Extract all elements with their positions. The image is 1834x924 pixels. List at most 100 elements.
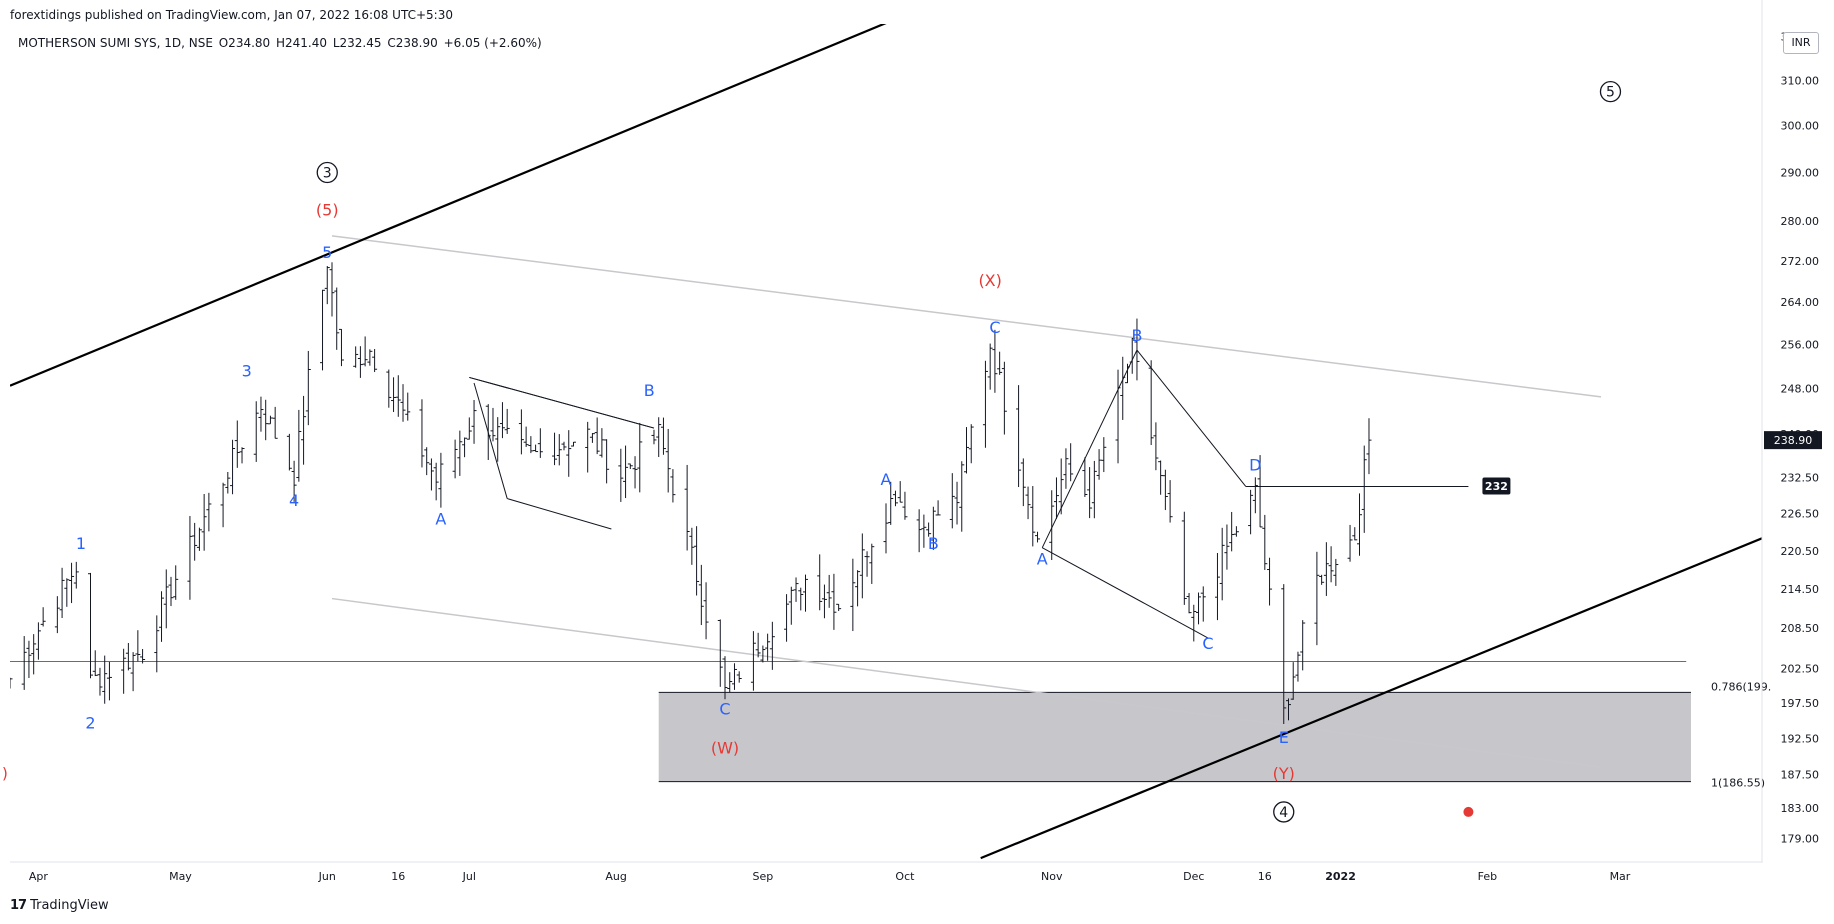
y-tick-label: 214.50 <box>1781 583 1820 596</box>
ohlc-bar <box>64 578 70 607</box>
ohlc-bar <box>859 533 865 599</box>
ohlc-bar <box>400 384 406 422</box>
x-tick-label: Apr <box>29 870 49 883</box>
y-tick-label: 264.00 <box>1781 296 1820 309</box>
trendline-black-lower <box>980 537 1762 860</box>
tradingview-logo-icon: 𝟭𝟳 <box>10 898 27 913</box>
ohlc-bar <box>286 433 292 471</box>
ohlc-bar <box>372 349 378 373</box>
ohlc-bar <box>92 650 98 677</box>
ohlc-bar <box>798 587 804 611</box>
ohlc-bar <box>926 522 932 537</box>
ohlc-bar <box>405 392 411 421</box>
ohlc-bar <box>769 621 775 670</box>
ohlc-bar <box>1162 469 1168 511</box>
ohlc-bar <box>585 421 591 473</box>
ohlc-bar <box>935 500 941 516</box>
ohlc-bar <box>637 422 643 493</box>
ohlc-bar <box>566 430 572 477</box>
y-tick-label: 187.50 <box>1781 769 1820 782</box>
ohlc-open: O234.80 <box>218 36 271 50</box>
ohlc-bar <box>1267 557 1273 606</box>
ohlc-bar <box>31 634 37 675</box>
ohlc-bar <box>329 262 335 317</box>
ohlc-bar <box>21 636 27 690</box>
x-tick-label: Dec <box>1183 870 1204 883</box>
ohlc-bar <box>73 561 79 589</box>
ohlc-bar <box>69 562 75 604</box>
wave-label-red: (Y) <box>1273 764 1295 783</box>
ohlc-bar <box>850 558 856 632</box>
ohlc-bar <box>102 655 108 704</box>
ohlc-close: C238.90 <box>387 36 438 50</box>
x-tick-label: May <box>169 870 192 883</box>
ohlc-bar <box>135 630 141 662</box>
ohlc-bar <box>1053 477 1059 519</box>
wave-label-blue-B: B <box>928 534 939 553</box>
ohlc-bar <box>1096 449 1102 480</box>
circled-wave-marker <box>1599 80 1622 103</box>
ohlc-bar <box>424 447 430 476</box>
ohlc-bar <box>803 574 809 612</box>
ohlc-bar <box>395 375 401 417</box>
level-label-232: 232 <box>1485 480 1508 493</box>
ohlc-bar <box>1030 486 1036 547</box>
ohlc-bar <box>784 594 790 642</box>
symbol-name: MOTHERSON SUMI SYS, 1D, NSE <box>18 36 213 50</box>
ohlc-bar <box>466 417 472 440</box>
ohlc-bar <box>253 401 259 462</box>
ohlc-bar <box>817 554 823 611</box>
ohlc-bar <box>589 433 595 443</box>
ohlc-bar <box>855 570 861 607</box>
ohlc-bar <box>618 448 624 502</box>
x-tick-label: Mar <box>1610 870 1631 883</box>
ohlc-bar <box>163 569 169 629</box>
ohlc-bar <box>59 567 65 619</box>
wave-label-blue-C: C <box>719 699 730 718</box>
ohlc-bar <box>35 622 41 660</box>
x-tick-label: Aug <box>605 870 626 883</box>
ohlc-bar <box>793 577 799 602</box>
x-tick-label: 16 <box>391 870 405 883</box>
currency-badge[interactable]: INR <box>1783 32 1819 54</box>
ohlc-bar <box>902 491 908 520</box>
ohlc-bar <box>665 428 671 493</box>
ohlc-bar <box>518 409 524 455</box>
ohlc-bar <box>220 482 226 528</box>
y-tick-label: 272.00 <box>1781 255 1820 268</box>
channel-line-grey-lower <box>331 597 1602 769</box>
tradingview-wordmark: TradingView <box>30 898 109 913</box>
ohlc-bar <box>1115 369 1121 464</box>
ohlc-bar <box>717 619 723 687</box>
ohlc-bar <box>968 424 974 464</box>
ohlc-bar <box>1290 662 1296 700</box>
ohlc-bar <box>949 473 955 529</box>
ohlc-bar <box>428 458 434 491</box>
wave-label-blue-C: C <box>1202 634 1213 653</box>
wave-label-red: (W) <box>711 739 739 758</box>
wave-label-blue-A: A <box>1037 550 1048 569</box>
ohlc-bar <box>836 603 842 612</box>
y-tick-label: 192.50 <box>1781 732 1820 745</box>
pattern-line-3 <box>473 382 508 499</box>
y-tick-label: 256.00 <box>1781 339 1820 352</box>
ohlc-bar <box>324 265 330 305</box>
x-tick-label: 16 <box>1258 870 1272 883</box>
ohlc-bar <box>40 607 46 627</box>
tradingview-logo[interactable]: 𝟭𝟳 TradingView <box>10 898 109 913</box>
ohlc-bar <box>987 343 993 390</box>
ohlc-bar <box>1361 445 1367 533</box>
ohlc-bar <box>495 417 501 462</box>
ohlc-bar <box>106 661 112 701</box>
ohlc-bar <box>1196 592 1202 625</box>
ohlc-bar <box>159 591 165 642</box>
ohlc-bar <box>196 527 202 551</box>
ohlc-bar <box>485 404 491 461</box>
ohlc-bar <box>997 351 1003 375</box>
ohlc-bar <box>391 377 397 413</box>
ohlc-bar <box>1233 526 1239 537</box>
ohlc-bar <box>930 506 936 550</box>
wave-label-blue-2: 2 <box>85 714 95 733</box>
circled-wave-label: 3 <box>323 166 332 182</box>
